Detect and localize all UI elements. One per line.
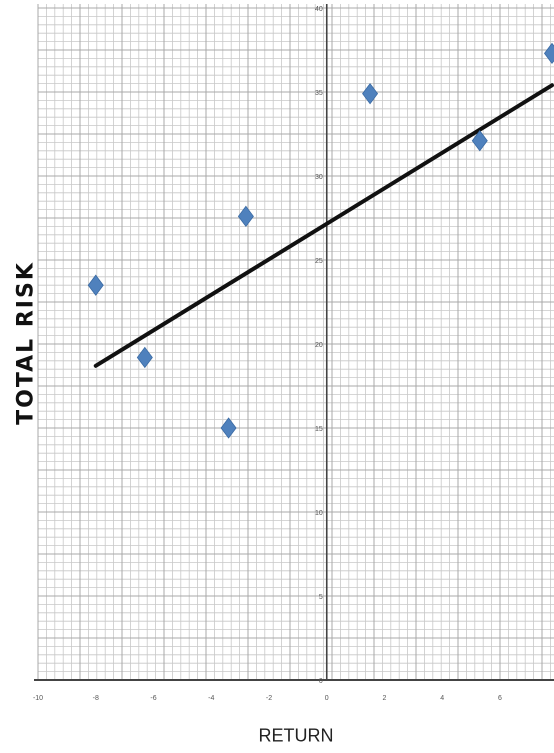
data-point-marker — [543, 42, 554, 65]
y-tick-label: 5 — [319, 594, 323, 601]
y-tick-label: 35 — [315, 90, 323, 97]
x-tick-label: 4 — [440, 695, 444, 702]
x-tick-label: -4 — [208, 695, 214, 702]
x-axis-label: RETURN — [258, 725, 334, 746]
data-point-marker — [220, 417, 237, 439]
y-axis-label: TOTAL RISK — [13, 261, 39, 425]
tick-labels: -10 -8 -6 -4 -2 0 2 4 6 0 5 10 15 20 25 30 35 40 — [33, 6, 502, 702]
y-tick-label: 30 — [315, 174, 323, 181]
axes — [34, 4, 554, 681]
y-tick-label: 20 — [315, 342, 323, 349]
trendline-group — [93, 83, 554, 368]
data-points — [87, 42, 554, 439]
y-tick-label: 15 — [315, 426, 323, 433]
x-tick-label: -6 — [150, 695, 156, 702]
y-tick-label: 40 — [315, 6, 323, 13]
data-point-marker — [87, 274, 104, 296]
data-point-marker — [362, 83, 379, 105]
x-tick-label: -2 — [266, 695, 272, 702]
y-tick-label: 25 — [315, 258, 323, 265]
x-tick-label: 2 — [383, 695, 387, 702]
y-tick-label: 0 — [319, 678, 323, 685]
x-tick-label: 0 — [325, 695, 329, 702]
data-point-marker — [471, 130, 488, 152]
trendline — [93, 83, 554, 368]
x-tick-label: 6 — [498, 695, 502, 702]
y-tick-label: 10 — [315, 510, 323, 517]
data-point-marker — [136, 346, 153, 369]
grid-lines — [37, 4, 554, 681]
x-tick-label: -8 — [93, 695, 99, 702]
data-point-marker — [237, 205, 254, 227]
x-tick-label: -10 — [33, 695, 43, 702]
